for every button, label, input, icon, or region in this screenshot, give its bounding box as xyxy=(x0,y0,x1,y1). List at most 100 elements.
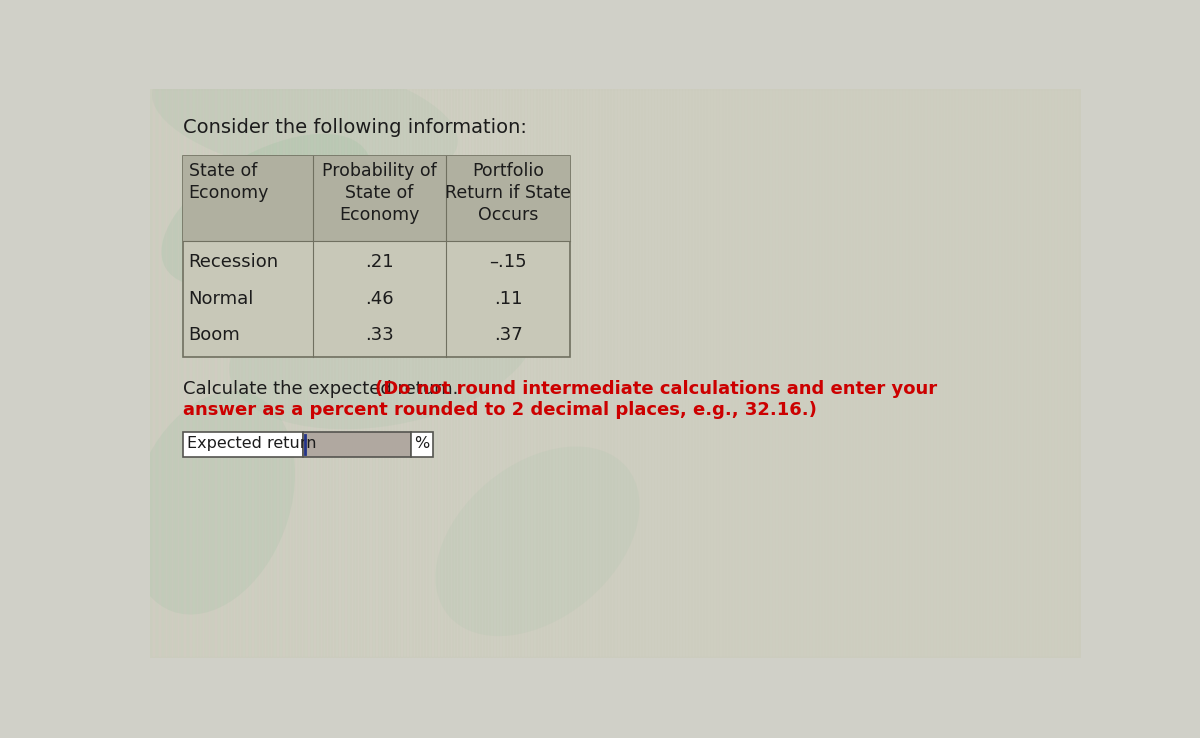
Bar xyxy=(714,89,715,657)
Text: –.15: –.15 xyxy=(490,252,527,271)
Bar xyxy=(665,89,666,657)
Bar xyxy=(674,89,676,657)
Bar xyxy=(628,89,629,657)
Text: Economy: Economy xyxy=(188,184,269,202)
Ellipse shape xyxy=(436,446,640,636)
Bar xyxy=(708,89,709,657)
Bar xyxy=(541,89,542,657)
Bar xyxy=(361,89,362,657)
Bar xyxy=(481,89,484,657)
Bar xyxy=(271,89,272,657)
Bar xyxy=(808,89,809,657)
Bar xyxy=(590,89,592,657)
Text: answer as a percent rounded to 2 decimal places, e.g., 32.16.): answer as a percent rounded to 2 decimal… xyxy=(182,401,816,419)
Text: .46: .46 xyxy=(365,289,394,308)
Bar xyxy=(584,89,586,657)
Bar xyxy=(559,89,560,657)
FancyBboxPatch shape xyxy=(182,156,570,356)
Bar xyxy=(931,89,932,657)
Bar xyxy=(516,89,517,657)
Bar xyxy=(330,89,331,657)
Bar xyxy=(724,89,725,657)
Bar xyxy=(943,89,946,657)
Bar xyxy=(156,89,157,657)
Bar xyxy=(494,89,496,657)
Bar xyxy=(522,89,523,657)
Bar xyxy=(779,89,781,657)
Bar xyxy=(317,89,319,657)
Bar xyxy=(479,89,480,657)
Bar xyxy=(659,89,660,657)
Bar xyxy=(430,89,431,657)
Bar xyxy=(500,89,502,657)
Bar xyxy=(1027,89,1028,657)
Text: State of: State of xyxy=(346,184,414,202)
Bar xyxy=(794,89,797,657)
Bar xyxy=(442,89,443,657)
Bar xyxy=(900,89,901,657)
Bar xyxy=(980,89,983,657)
Bar xyxy=(556,89,558,657)
Bar xyxy=(575,89,576,657)
Bar xyxy=(526,89,527,657)
Bar xyxy=(786,89,787,657)
Bar xyxy=(410,89,412,657)
Text: Portfolio: Portfolio xyxy=(472,162,544,181)
Bar xyxy=(228,89,229,657)
Bar xyxy=(878,89,880,657)
Bar xyxy=(1012,89,1013,657)
Bar xyxy=(370,89,372,657)
Bar xyxy=(680,89,682,657)
Bar xyxy=(640,89,641,657)
Bar xyxy=(466,89,468,657)
Bar xyxy=(475,89,478,657)
Bar xyxy=(1002,89,1004,657)
Bar xyxy=(268,89,269,657)
Bar xyxy=(866,89,868,657)
Bar xyxy=(1076,89,1079,657)
Bar xyxy=(504,89,505,657)
Bar xyxy=(767,89,768,657)
Bar xyxy=(600,89,601,657)
Bar xyxy=(332,89,335,657)
Bar xyxy=(320,89,322,657)
Bar xyxy=(898,89,899,657)
Bar xyxy=(649,89,650,657)
Bar xyxy=(460,89,462,657)
Bar xyxy=(563,89,564,657)
Bar xyxy=(379,89,380,657)
Bar xyxy=(1043,89,1044,657)
Bar xyxy=(712,89,713,657)
Bar xyxy=(1039,89,1042,657)
Bar xyxy=(602,89,604,657)
Bar xyxy=(757,89,760,657)
Bar xyxy=(1070,89,1073,657)
Text: Normal: Normal xyxy=(188,289,254,308)
Bar xyxy=(234,89,235,657)
Bar xyxy=(739,89,740,657)
Bar xyxy=(686,89,688,657)
Bar xyxy=(596,89,598,657)
Bar xyxy=(736,89,738,657)
Bar xyxy=(553,89,554,657)
Bar xyxy=(385,89,388,657)
Bar xyxy=(841,89,842,657)
Bar xyxy=(646,89,648,657)
Bar xyxy=(890,89,893,657)
Bar xyxy=(203,89,204,657)
Bar xyxy=(383,89,384,657)
Bar xyxy=(550,89,552,657)
Bar xyxy=(457,89,458,657)
Ellipse shape xyxy=(130,391,295,615)
Bar xyxy=(667,89,670,657)
Bar xyxy=(191,89,192,657)
Bar xyxy=(733,89,734,657)
Bar xyxy=(193,89,194,657)
Bar xyxy=(773,89,775,657)
Bar xyxy=(1064,89,1066,657)
Bar xyxy=(206,89,208,657)
Bar xyxy=(906,89,908,657)
Bar xyxy=(420,89,421,657)
Bar xyxy=(336,89,337,657)
Bar xyxy=(606,89,607,657)
